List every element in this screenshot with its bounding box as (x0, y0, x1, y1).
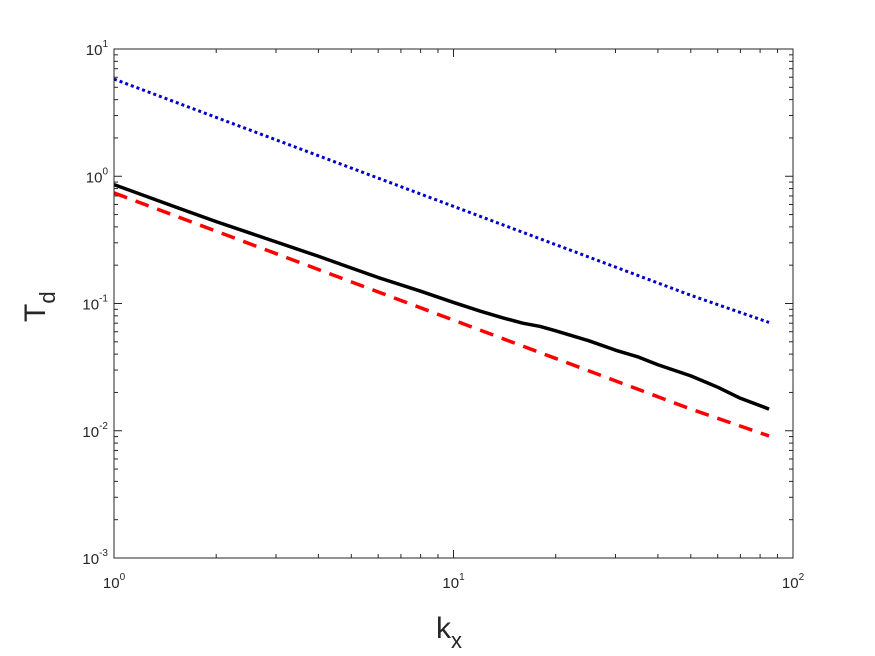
y-tick-label-base: 10 (86, 169, 103, 186)
y-tick-label-base: 10 (82, 297, 99, 314)
y-tick-label-exp: 1 (102, 39, 108, 50)
plot-frame (113, 48, 794, 559)
y-tick-label-base: 10 (82, 424, 99, 441)
y-tick-label: 10-3 (82, 548, 108, 568)
x-tick-label-exp: 1 (459, 572, 465, 583)
series-layer (113, 77, 770, 438)
series-line-dotted (113, 77, 770, 324)
y-tick-label-exp: 0 (102, 166, 108, 177)
y-tick-label: 100 (86, 166, 109, 186)
x-tick-label-base: 10 (782, 575, 799, 592)
x-tick-label-base: 10 (442, 575, 459, 592)
x-axis-label-sub: x (451, 628, 462, 653)
x-tick-label-exp: 2 (799, 572, 805, 583)
y-axis-label-base: T (19, 304, 52, 322)
x-axis-label-base: k (436, 612, 452, 645)
y-tick-label-base: 10 (82, 551, 99, 568)
y-tick-label-exp: -3 (99, 548, 108, 559)
x-tick-label: 100 (103, 572, 126, 592)
y-tick-label: 101 (86, 39, 109, 59)
y-tick-label-exp: -1 (99, 294, 108, 305)
y-tick-label: 10-2 (82, 421, 108, 441)
x-tick-label: 101 (442, 572, 465, 592)
y-tick-label-base: 10 (86, 42, 103, 59)
x-axis-label: kx (436, 612, 462, 653)
series-line-solid (113, 182, 770, 411)
x-tick-label-exp: 0 (120, 572, 126, 583)
y-tick-label-exp: -2 (99, 421, 108, 432)
y-axis-label-sub: d (35, 291, 60, 303)
y-tick-label: 10-1 (82, 294, 108, 314)
x-tick-label-base: 10 (103, 575, 120, 592)
y-axis-label: Td (19, 291, 60, 322)
x-tick-label: 102 (782, 572, 805, 592)
